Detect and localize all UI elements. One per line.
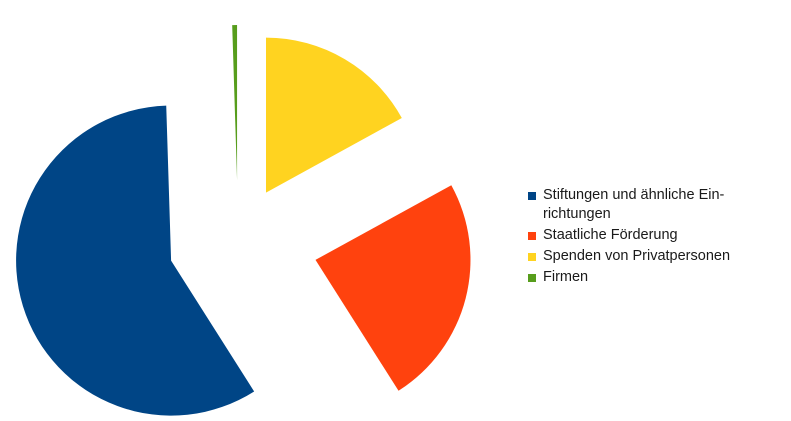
- legend-swatch: [528, 232, 536, 240]
- pie-slice: [232, 25, 238, 181]
- legend-item: Staatliche Förderung: [528, 226, 783, 245]
- legend-swatch: [528, 253, 536, 261]
- legend-item: Stiftungen und ähnliche Ein-richtungen: [528, 186, 783, 224]
- pie-slice: [16, 105, 255, 416]
- legend-label: Stiftungen und ähnliche Ein-richtungen: [543, 187, 725, 222]
- legend: Stiftungen und ähnliche Ein-richtungen St…: [528, 186, 783, 289]
- pie-slice: [315, 185, 471, 391]
- pie-slice: [266, 37, 402, 193]
- legend-label: Spenden von Privatpersonen: [543, 248, 731, 264]
- legend-swatch: [528, 192, 536, 200]
- legend-label: Firmen: [543, 269, 589, 285]
- legend-swatch: [528, 274, 536, 282]
- legend-item: Firmen: [528, 268, 783, 287]
- legend-item: Spenden von Privatpersonen: [528, 247, 783, 266]
- legend-label: Staatliche Förderung: [543, 227, 678, 243]
